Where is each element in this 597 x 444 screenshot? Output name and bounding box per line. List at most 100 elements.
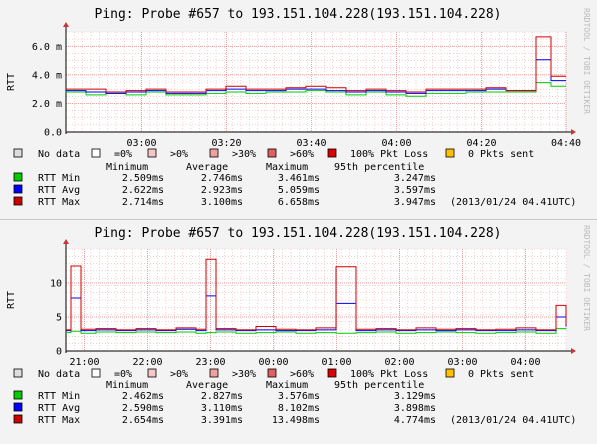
x-tick-label: 22:00: [132, 357, 162, 368]
legend-label: >30%: [232, 149, 256, 160]
stats-max: 13.498ms: [272, 415, 320, 426]
stats-swatch: [13, 184, 23, 194]
stats-avg: 2.923ms: [201, 185, 243, 196]
rrdtool-watermark: RRDTOOL / TOBI OETIKER: [582, 225, 591, 331]
stats-swatch: [13, 414, 23, 424]
stats-header: 95th percentile: [334, 380, 424, 391]
stats-swatch: [13, 402, 23, 412]
y-tick-label: 5: [56, 313, 62, 324]
stats-max: 3.461ms: [278, 173, 320, 184]
x-tick-label: 04:00: [381, 138, 411, 149]
y-tick-label: 6.0 m: [32, 42, 62, 53]
stats-p95: 3.129ms: [394, 391, 436, 402]
legend-label: 0 Pkts sent: [468, 369, 534, 380]
stats-timestamp: (2013/01/24 04.41UTC): [450, 415, 576, 426]
series-line-rtt-avg: [66, 295, 567, 332]
chart-title: Ping: Probe #657 to 193.151.104.228(193.…: [95, 226, 502, 241]
stats-max: 5.059ms: [278, 185, 320, 196]
y-tick-label: 0.0: [44, 128, 62, 139]
rrdtool-watermark: RRDTOOL / TOBI OETIKER: [582, 8, 591, 114]
series-line-rtt-min: [66, 328, 567, 334]
stats-avg: 3.100ms: [201, 197, 243, 208]
x-tick-label: 03:00: [447, 357, 477, 368]
stats-header: Minimum: [106, 380, 148, 391]
legend-label: >0%: [170, 149, 188, 160]
series-line-rtt-min: [66, 82, 566, 97]
legend-swatch: [327, 148, 337, 158]
stats-min: 2.509ms: [122, 173, 164, 184]
stats-header: Average: [186, 162, 228, 173]
x-tick-label: 03:00: [126, 138, 156, 149]
legend-swatch: [267, 148, 277, 158]
legend-swatch: [13, 368, 23, 378]
stats-max: 6.658ms: [278, 197, 320, 208]
ping-graph-panel-overnight: Ping: Probe #657 to 193.151.104.228(193.…: [0, 219, 597, 440]
legend-swatch: [13, 148, 23, 158]
legend-swatch: [91, 368, 101, 378]
legend-label: 0 Pkts sent: [468, 149, 534, 160]
stats-series-name: RTT Max: [38, 415, 80, 426]
legend-swatch: [445, 148, 455, 158]
legend-swatch: [147, 368, 157, 378]
stats-avg: 3.391ms: [201, 415, 243, 426]
x-tick-label: 01:00: [321, 357, 351, 368]
stats-series-name: RTT Min: [38, 173, 80, 184]
x-tick-label: 03:20: [211, 138, 241, 149]
legend-swatch: [91, 148, 101, 158]
series-line-rtt-max: [66, 258, 567, 331]
x-axis-arrow: [571, 348, 576, 354]
x-axis-arrow: [571, 129, 576, 135]
rtt-chart-overnight: Ping: Probe #657 to 193.151.104.228(193.…: [6, 225, 591, 426]
stats-min: 2.462ms: [122, 391, 164, 402]
stats-avg: 2.827ms: [201, 391, 243, 402]
stats-p95: 3.247ms: [394, 173, 436, 184]
chart-title: Ping: Probe #657 to 193.151.104.228(193.…: [95, 7, 502, 22]
stats-series-name: RTT Min: [38, 391, 80, 402]
y-axis-label: RTT: [6, 73, 17, 91]
stats-avg: 2.746ms: [201, 173, 243, 184]
y-tick-label: 4.0 m: [32, 70, 62, 81]
x-tick-label: 21:00: [69, 357, 99, 368]
stats-p95: 3.898ms: [394, 403, 436, 414]
legend-label: >60%: [290, 149, 314, 160]
rtt-chart-recent: Ping: Probe #657 to 193.151.104.228(193.…: [6, 7, 591, 208]
stats-max: 3.576ms: [278, 391, 320, 402]
x-tick-label: 03:40: [296, 138, 326, 149]
x-tick-label: 04:40: [551, 138, 581, 149]
stats-timestamp: (2013/01/24 04.41UTC): [450, 197, 576, 208]
stats-header: Average: [186, 380, 228, 391]
y-tick-label: 2.0 m: [32, 99, 62, 110]
stats-header: Maximum: [266, 380, 308, 391]
legend-label: >30%: [232, 369, 256, 380]
legend-label: 100% Pkt Loss: [350, 149, 428, 160]
legend-label: =0%: [114, 369, 132, 380]
legend-swatch: [445, 368, 455, 378]
stats-header: Maximum: [266, 162, 308, 173]
stats-series-name: RTT Avg: [38, 403, 80, 414]
legend-swatch: [327, 368, 337, 378]
x-tick-label: 04:00: [510, 357, 540, 368]
stats-swatch: [13, 390, 23, 400]
legend-label: >0%: [170, 369, 188, 380]
legend-swatch: [209, 368, 219, 378]
y-tick-label: 0: [56, 347, 62, 358]
y-axis-label: RTT: [6, 291, 17, 309]
series-line-rtt-max: [66, 36, 566, 93]
stats-avg: 3.110ms: [201, 403, 243, 414]
x-tick-label: 04:20: [466, 138, 496, 149]
legend-label: No data: [38, 149, 80, 160]
y-tick-label: 10: [50, 279, 62, 290]
legend-swatch: [209, 148, 219, 158]
stats-header: 95th percentile: [334, 162, 424, 173]
stats-swatch: [13, 172, 23, 182]
y-axis-arrow: [63, 239, 69, 244]
y-axis-arrow: [63, 22, 69, 27]
x-tick-label: 02:00: [384, 357, 414, 368]
stats-swatch: [13, 196, 23, 206]
ping-graph-panel-recent: Ping: Probe #657 to 193.151.104.228(193.…: [0, 0, 597, 219]
stats-series-name: RTT Avg: [38, 185, 80, 196]
legend-swatch: [147, 148, 157, 158]
stats-p95: 4.774ms: [394, 415, 436, 426]
stats-min: 2.654ms: [122, 415, 164, 426]
legend-label: No data: [38, 369, 80, 380]
